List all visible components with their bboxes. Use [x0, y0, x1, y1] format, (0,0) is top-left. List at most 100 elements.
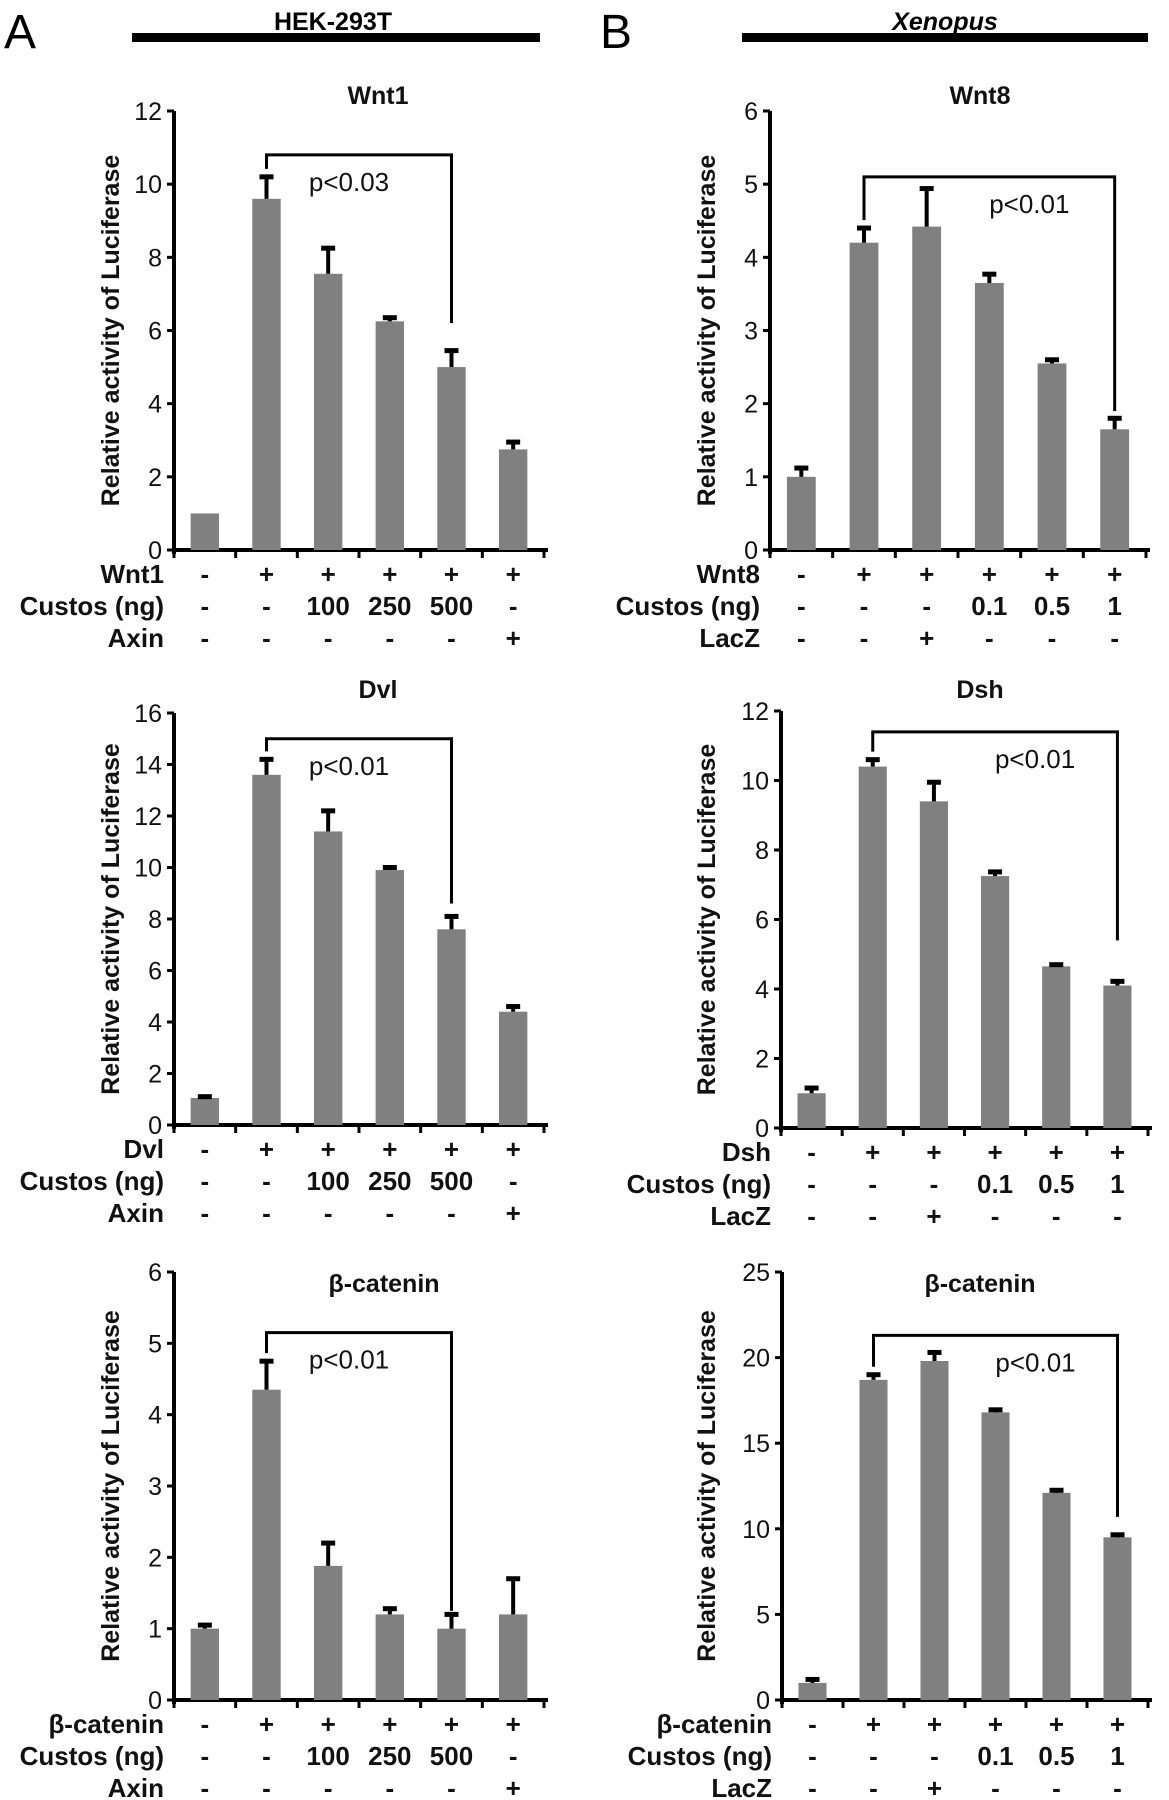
chart-title: Dsh: [956, 676, 1003, 704]
y-tick-label: 14: [134, 752, 162, 780]
y-tick-label: 10: [134, 855, 162, 883]
condition-label: Dvl: [124, 1134, 164, 1164]
condition-value: -: [991, 1773, 1000, 1800]
condition-value: +: [926, 1137, 941, 1167]
condition-value: -: [262, 623, 271, 653]
group-label: HEK-293T: [274, 8, 392, 36]
condition-value: -: [200, 1741, 209, 1771]
condition-value: -: [922, 591, 931, 621]
condition-value: +: [321, 1709, 336, 1739]
condition-value: -: [985, 623, 994, 653]
bar: [190, 513, 220, 550]
y-tick-label: 8: [148, 906, 162, 934]
condition-value: +: [506, 1709, 521, 1739]
p-value-label: p<0.01: [309, 1345, 389, 1375]
condition-value: -: [324, 623, 333, 653]
y-tick-label: 8: [755, 837, 769, 865]
bar: [1100, 429, 1130, 550]
y-tick-label: 2: [755, 1046, 769, 1074]
y-tick-label: 3: [148, 1473, 162, 1501]
condition-value: -: [860, 623, 869, 653]
chart-title: Dvl: [359, 676, 398, 704]
bar: [313, 273, 343, 550]
condition-value: -: [930, 1169, 939, 1199]
y-tick-label: 0: [148, 1687, 162, 1715]
y-axis-label: Relative activity of Luciferase: [97, 155, 125, 507]
y-axis-label: Relative activity of Luciferase: [97, 1310, 125, 1662]
y-tick-label: 20: [742, 1345, 770, 1373]
condition-value: -: [808, 1741, 817, 1771]
bar: [1103, 985, 1132, 1128]
condition-value: +: [444, 1709, 459, 1739]
condition-label: LacZ: [699, 623, 760, 653]
p-value-label: p<0.01: [989, 189, 1069, 219]
condition-value: -: [1052, 1773, 1061, 1800]
condition-value: 0.1: [971, 591, 1007, 621]
bar: [974, 282, 1004, 550]
condition-value: -: [262, 1773, 271, 1800]
condition-value: -: [868, 1201, 877, 1231]
condition-value: +: [444, 559, 459, 589]
group-label: Xenopus: [890, 8, 998, 36]
condition-value: 500: [430, 1741, 473, 1771]
condition-value: -: [447, 623, 456, 653]
condition-value: +: [321, 1134, 336, 1164]
condition-value: +: [506, 623, 521, 653]
y-tick-label: 4: [744, 244, 758, 272]
condition-value: -: [324, 1773, 333, 1800]
chart-A-3: β-catenin Relative activity of Luciferase…: [20, 1259, 548, 1800]
chart-A-1: Wnt1 Relative activity of Luciferase 0 2 4 6 8…: [20, 82, 548, 653]
y-axis-label: Relative activity of Luciferase: [693, 155, 721, 507]
y-tick-label: 8: [148, 244, 162, 272]
condition-label: Wnt1: [100, 559, 164, 589]
group-bar: [132, 33, 540, 42]
condition-label: Axin: [108, 623, 164, 653]
condition-value: +: [506, 559, 521, 589]
bar: [498, 1614, 528, 1700]
condition-value: +: [444, 1134, 459, 1164]
bar: [797, 1093, 826, 1128]
bar: [849, 242, 879, 550]
condition-value: +: [1049, 1137, 1064, 1167]
condition-label: β-catenin: [48, 1709, 164, 1739]
condition-value: 0.5: [1038, 1169, 1074, 1199]
condition-value: 500: [430, 591, 473, 621]
condition-value: -: [991, 1201, 1000, 1231]
condition-label: Custos (ng): [627, 1169, 771, 1199]
bar: [786, 476, 816, 550]
chart-A-2: Dvl Relative activity of Luciferase 0 2 4 6 8 1…: [20, 676, 548, 1228]
y-tick-label: 2: [148, 464, 162, 492]
condition-value: +: [987, 1137, 1002, 1167]
condition-value: -: [1110, 623, 1119, 653]
condition-value: -: [447, 1773, 456, 1800]
condition-value: +: [382, 1709, 397, 1739]
condition-value: 0.1: [977, 1169, 1013, 1199]
y-tick-label: 3: [744, 318, 758, 346]
y-axis-label: Relative activity of Luciferase: [693, 744, 721, 1096]
bar: [437, 929, 466, 1125]
significance-bracket: [265, 1331, 453, 1611]
y-tick-label: 4: [755, 976, 769, 1004]
bar: [252, 198, 281, 551]
condition-label: β-catenin: [656, 1709, 772, 1739]
y-tick-label: 5: [148, 1330, 162, 1358]
significance-bracket: [871, 730, 1119, 941]
y-tick-label: 10: [742, 1516, 770, 1544]
y-tick-label: 10: [134, 171, 162, 199]
condition-value: -: [807, 1201, 816, 1231]
condition-label: Custos (ng): [20, 1741, 164, 1771]
y-tick-label: 4: [148, 391, 162, 419]
condition-label: LacZ: [711, 1773, 772, 1800]
p-value-label: p<0.01: [309, 751, 389, 781]
y-axis-label: Relative activity of Luciferase: [97, 743, 125, 1095]
y-tick-label: 15: [742, 1430, 770, 1458]
bar: [252, 774, 281, 1125]
condition-value: 0.1: [977, 1741, 1013, 1771]
condition-value: -: [1113, 1773, 1122, 1800]
condition-value: +: [856, 559, 871, 589]
y-tick-label: 1: [148, 1616, 162, 1644]
bar: [313, 831, 343, 1125]
y-tick-label: 2: [148, 1061, 162, 1089]
bar: [1037, 363, 1067, 550]
condition-value: +: [259, 1709, 274, 1739]
